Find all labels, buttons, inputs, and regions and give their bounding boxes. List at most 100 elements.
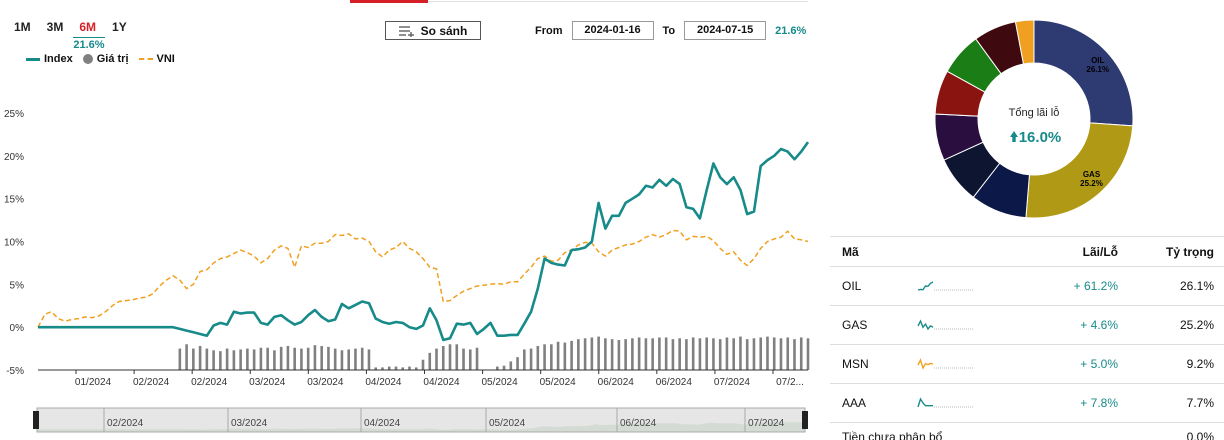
period-tab-1y[interactable]: 1Y [112,20,127,34]
period-tab-6m-label: 6M [79,20,97,34]
value-bar [610,339,614,370]
value-bar [306,347,310,370]
sparkline-path [917,280,934,291]
x-tick-label: 05/2024 [482,377,519,388]
table-row[interactable]: GAS + 4.6% 25.2% [830,306,1224,345]
y-tick-label: 0% [10,323,25,334]
value-bar [570,340,573,370]
x-tick-label: 01/2024 [75,377,112,388]
value-bar [806,338,810,370]
y-tick-label: 5% [10,280,25,291]
value-bar [617,340,621,370]
range-navigator[interactable]: 02/2024 03/2024 04/2024 05/2024 06/2024 07/20… [0,404,820,434]
x-tick-label: 03/2024 [307,377,344,388]
value-bar [644,338,648,370]
row-code: OIL [842,279,862,293]
x-tick-label: 04/2024 [365,377,402,388]
slice-label: OIL [1091,56,1104,65]
value-bar [671,339,675,370]
legend-item-index[interactable]: Index [26,53,73,65]
legend-label-index: Index [44,53,73,65]
slice-label: GAS [1083,170,1101,179]
value-bar [685,339,688,370]
legend-item-value[interactable]: Giá trị [82,53,129,65]
period-tab-1m[interactable]: 1M [14,20,31,34]
donut-slice [1014,19,1035,65]
row-sparkline [916,393,1036,414]
navigator-label: 03/2024 [231,418,268,429]
value-bar [637,337,641,370]
series-line-vni [37,229,809,328]
navigator-label: 06/2024 [620,418,657,429]
value-bar [516,357,519,370]
legend-swatch-value [82,54,93,64]
value-bar [590,337,594,370]
value-bar [678,338,681,370]
value-bar [327,346,330,370]
value-bar [273,350,276,370]
value-bar [779,338,783,370]
value-bar [631,338,634,370]
value-bar [198,346,202,370]
value-bar [462,348,465,370]
legend-label-value: Giá trị [96,53,129,65]
value-bar [502,365,506,370]
value-bar [597,336,600,370]
value-bar [320,346,323,370]
y-tick-label: 10% [4,238,24,249]
header-pl[interactable]: Lãi/Lỗ [1082,244,1118,259]
from-date-input[interactable]: 2024-01-16 [571,21,654,40]
period-tab-3m[interactable]: 3M [46,20,64,34]
sparkline-chart [917,357,974,370]
table-row[interactable]: MSN + 5.0% 9.2% [830,345,1224,384]
value-bar [468,349,472,370]
y-tick-label: -5% [6,366,24,377]
unallocated-weight: 0.0% [1186,429,1214,440]
sparkline-chart [917,318,974,330]
value-bar [691,337,695,370]
legend-swatch-index [26,57,40,61]
value-bar [705,337,708,370]
arrow-up-icon [1010,131,1018,142]
value-bar [340,350,344,370]
y-tick-label: 15% [4,195,24,206]
range-return: 21.6% [775,24,807,37]
compare-button[interactable]: So sánh [385,21,481,40]
list-add-icon [398,25,414,37]
legend-item-vni[interactable]: VNI [138,53,175,65]
value-bar [509,361,513,370]
value-bar [192,348,195,370]
value-bar [766,336,769,370]
allocation-header: Mã Lãi/Lỗ Tỷ trọng [830,236,1224,267]
value-bar [185,344,188,370]
x-tick-label: 04/2024 [423,377,460,388]
table-row[interactable]: AAA + 7.8% 7.7% [830,384,1224,423]
value-bar [441,346,445,370]
y-tick-label: 25% [4,109,24,120]
row-sparkline [916,315,1036,336]
navigator-label: 07/2024 [748,418,785,429]
value-bar [495,366,499,370]
header-code: Mã [842,244,859,259]
top-divider [428,1,808,2]
value-bar [556,341,560,370]
value-bar [347,349,351,370]
period-tabs: 1M 3M 6M 21.6% 1Y [14,20,127,51]
value-bar [435,348,438,370]
header-weight[interactable]: Tỷ trọng [1166,244,1214,259]
to-date-input[interactable]: 2024-07-15 [684,21,767,40]
value-bar [712,338,715,370]
navigator-handle-right [802,411,808,429]
chart-legend: Index Giá trị VNI [26,53,175,65]
value-bar [313,345,317,370]
row-weight: 9.2% [1186,357,1214,371]
x-tick-label: 07/2024 [714,377,751,388]
period-tab-6m[interactable]: 6M 21.6% [73,20,105,51]
value-bar [354,348,357,370]
unallocated-row: Tiền chưa phân bổ 0.0% [830,423,1224,440]
value-bar [387,366,391,370]
table-row[interactable]: OIL + 61.2% 26.1% [830,267,1224,306]
sparkline-chart [917,280,974,291]
performance-chart[interactable]: 25% 20% 15% 10% 5% 0% -5% 01/2024 02/2024 02/2024… [0,100,820,398]
